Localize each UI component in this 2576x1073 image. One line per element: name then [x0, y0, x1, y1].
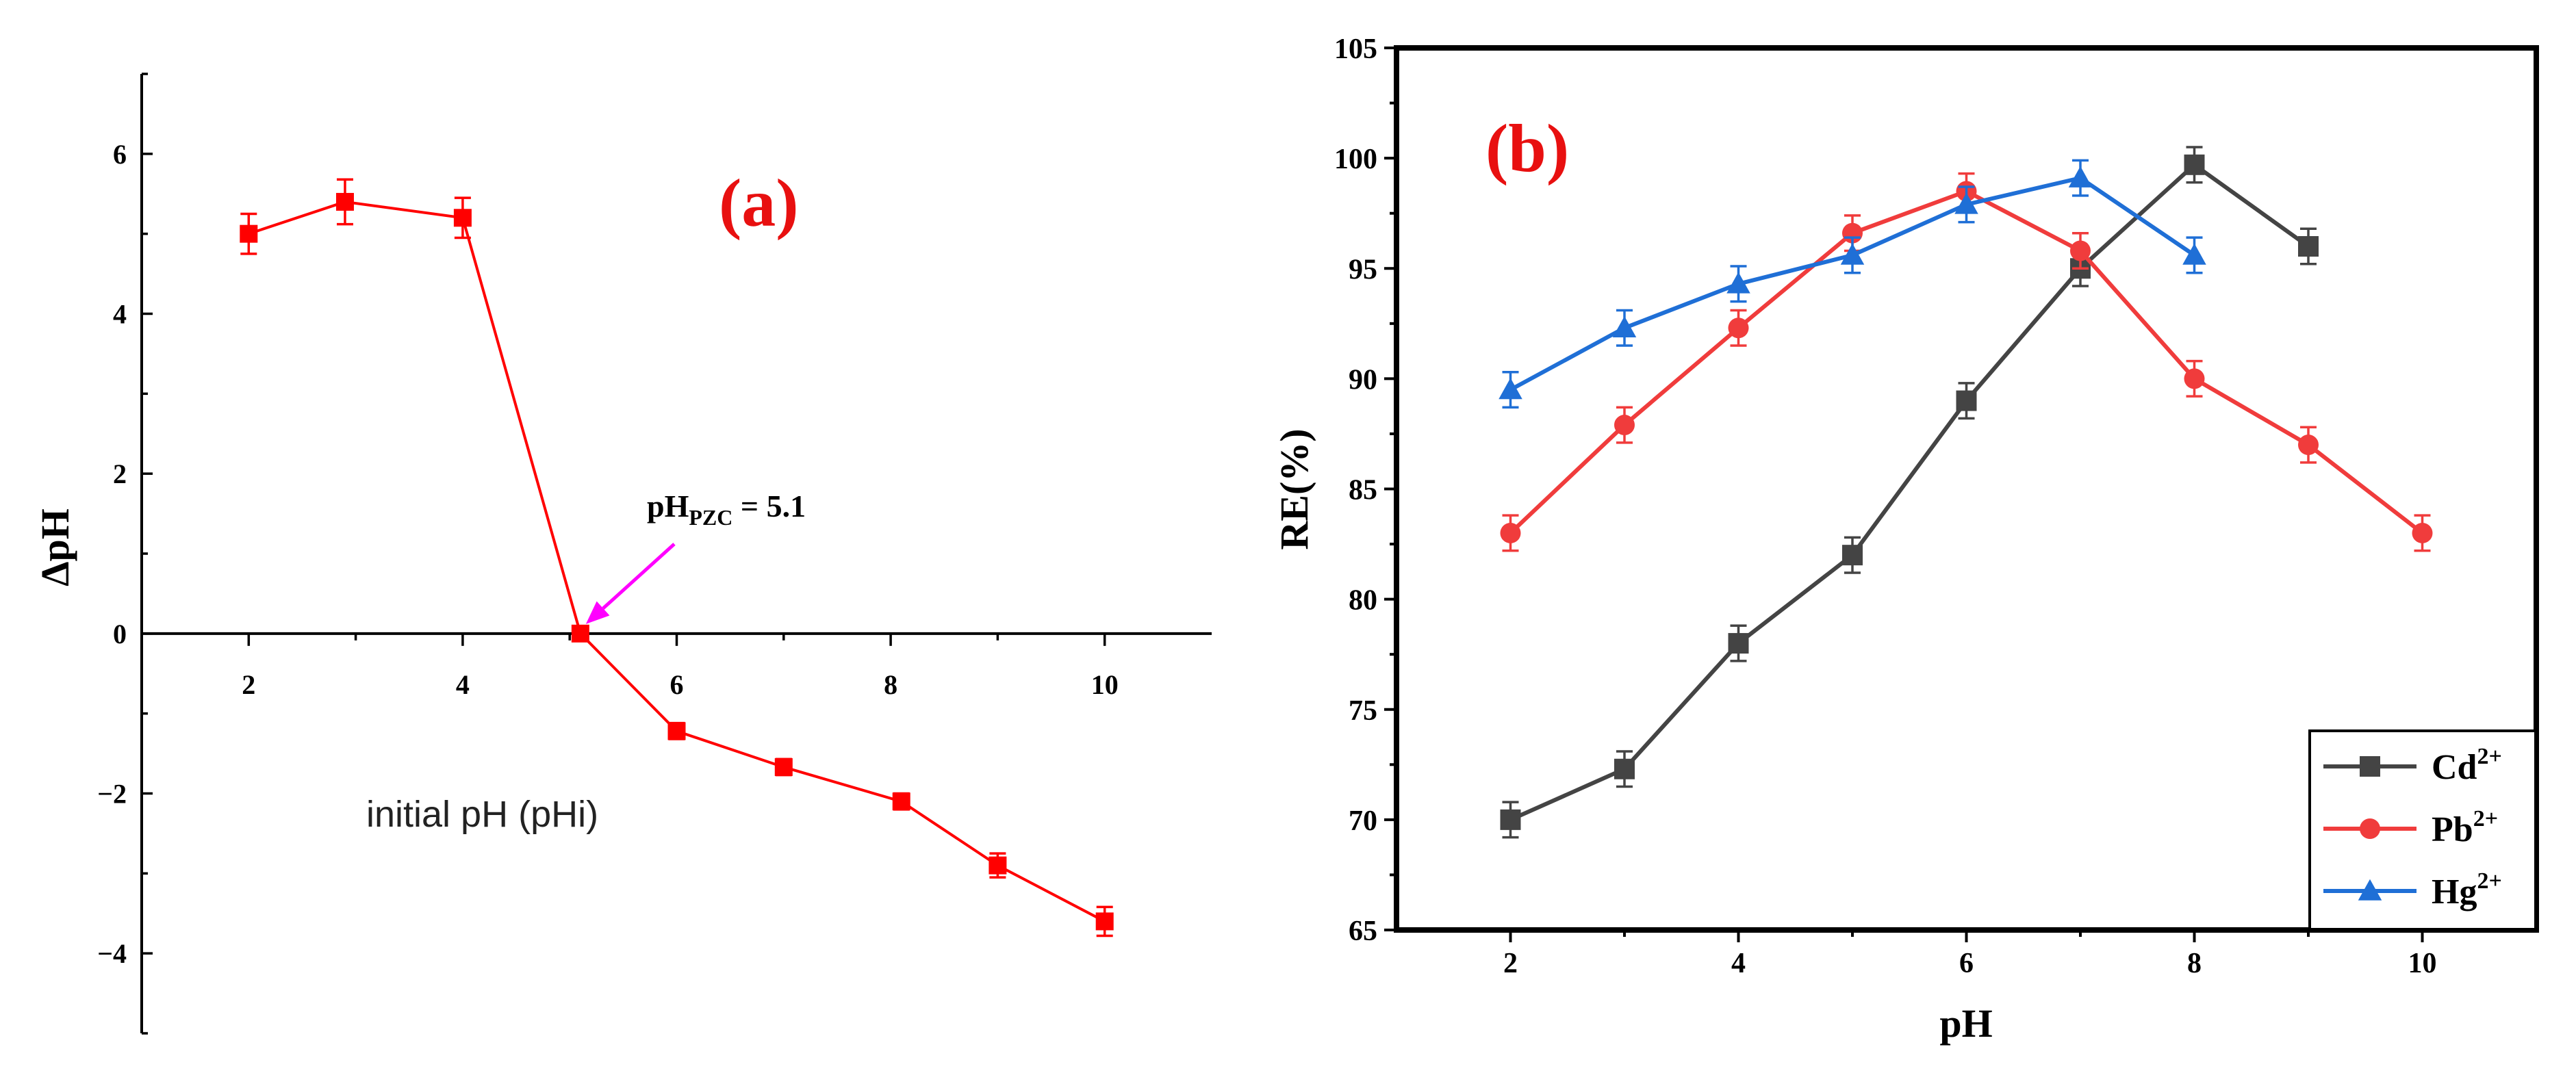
data-point-cd [2298, 236, 2319, 257]
panel-b-series [1499, 146, 2433, 839]
data-point-pb [2298, 435, 2319, 456]
legend-entry-hg: Hg2+ [2323, 868, 2502, 912]
panel-a-x-tick-label: 8 [884, 669, 897, 700]
legend-entry-pb: Pb2+ [2323, 806, 2498, 849]
panel-b-y-tick-label: 80 [1349, 585, 1377, 617]
data-point-hg [1840, 243, 1865, 265]
panel-b-x-tick-label: 8 [2187, 948, 2202, 979]
legend-label: Cd2+ [2432, 744, 2502, 787]
series-pb [1500, 172, 2433, 552]
data-point-hg [1499, 378, 1522, 400]
panel-a-series [240, 178, 1114, 938]
data-point-pb [2184, 368, 2205, 389]
legend-label: Hg2+ [2432, 868, 2502, 912]
panel-a-y-tick-label: 6 [113, 139, 127, 170]
pzc-annotation-text: pHPZC = 5.1 [647, 489, 806, 530]
panel-a-data-point [453, 209, 472, 227]
legend-marker [2360, 756, 2380, 777]
series-line-pb [1509, 189, 2424, 535]
series-line-hg [1509, 175, 2196, 392]
panel-b-y-tick-label: 65 [1349, 916, 1377, 947]
panel-a-x-axis-title: initial pH (pHi) [366, 794, 598, 835]
panel-b-ticks: 65 70 75 80 85 90 95 100 105 2 4 6 8 10 [1334, 34, 2437, 979]
panel-a-data-point [240, 224, 258, 243]
panel-a-x-tick-label: 4 [456, 669, 470, 700]
panel-a-y-tick-label: −4 [97, 938, 127, 969]
series-line-cd [1509, 161, 2310, 822]
series-hg [1499, 159, 2206, 409]
panel-a-ticks: −4 −2 0 2 4 6 2 4 6 8 10 [97, 73, 1119, 1035]
panel-b-label: (b) [1485, 110, 1569, 186]
data-point-cd [1728, 633, 1749, 654]
pzc-suffix: = 5.1 [732, 489, 806, 523]
data-point-cd [1842, 545, 1863, 566]
panel-a-label: (a) [719, 165, 799, 241]
data-point-pb [1500, 522, 1521, 543]
panel-a-data-point [571, 624, 589, 643]
panel-b-y-tick-label: 85 [1349, 475, 1377, 506]
panel-b-y-tick-label: 95 [1349, 254, 1377, 285]
panel-b-y-tick-label: 75 [1349, 695, 1377, 727]
data-point-pb [2412, 522, 2433, 543]
data-point-pb [1614, 415, 1635, 436]
panel-b-y-tick-label: 105 [1334, 34, 1377, 65]
panel-a-data-point [989, 856, 1007, 875]
panel-a-data-point [335, 192, 354, 211]
pzc-subscript: PZC [689, 505, 732, 530]
data-point-hg [1726, 272, 1750, 294]
data-point-cd [1956, 390, 1977, 411]
panel-b-y-tick-label: 70 [1349, 805, 1377, 837]
pzc-annotation: pHPZC = 5.1 [585, 489, 806, 624]
panel-b-x-tick-label: 2 [1503, 948, 1518, 979]
data-point-cd [2184, 154, 2205, 175]
panel-b-x-tick-label: 10 [2408, 948, 2437, 979]
data-point-hg [1954, 192, 1978, 214]
panel-a-y-tick-label: −2 [97, 779, 127, 810]
panel-b-y-axis-title: RE(%) [1272, 428, 1316, 550]
data-point-hg [1612, 316, 1637, 338]
panel-a-data-point [667, 722, 686, 740]
panel-a-y-tick-label: 0 [113, 619, 127, 649]
pzc-arrow [602, 543, 676, 610]
panel-a-data-point [892, 792, 910, 811]
data-point-hg [2068, 166, 2093, 188]
panel-a-x-tick-label: 2 [242, 669, 255, 700]
panel-a-y-tick-label: 4 [113, 299, 127, 330]
data-point-cd [1500, 809, 1521, 830]
data-point-cd [1614, 758, 1635, 779]
panel-b-legend: Cd2+ Pb2+ Hg2+ [2308, 729, 2537, 931]
data-point-pb [2070, 240, 2091, 261]
data-point-pb [1728, 318, 1749, 339]
panel-a-x-tick-label: 10 [1091, 669, 1119, 700]
legend-marker [2360, 818, 2380, 839]
panel-a-y-axis-title: ΔpH [33, 508, 77, 586]
pzc-arrow-head [585, 601, 610, 624]
legend-marker [2358, 879, 2382, 901]
panel-b-x-tick-label: 4 [1731, 948, 1746, 979]
panel-b-y-tick-label: 90 [1349, 364, 1377, 396]
series-cd [1500, 146, 2319, 839]
panel-a-data-point [1095, 912, 1114, 931]
legend-label: Pb2+ [2432, 806, 2498, 849]
panel-a-y-tick-label: 2 [113, 458, 127, 489]
legend-entry-cd: Cd2+ [2323, 744, 2502, 787]
panel-a-data-point [774, 758, 793, 776]
panel-a-axes [140, 74, 1212, 1033]
panel-b-x-tick-label: 6 [1959, 948, 1974, 979]
panel-b-x-axis-title: pH [1939, 1001, 1992, 1046]
pzc-prefix: pH [647, 489, 689, 523]
panel-a-x-tick-label: 6 [670, 669, 684, 700]
data-point-hg [2182, 243, 2206, 265]
panel-b-y-tick-label: 100 [1334, 144, 1377, 175]
